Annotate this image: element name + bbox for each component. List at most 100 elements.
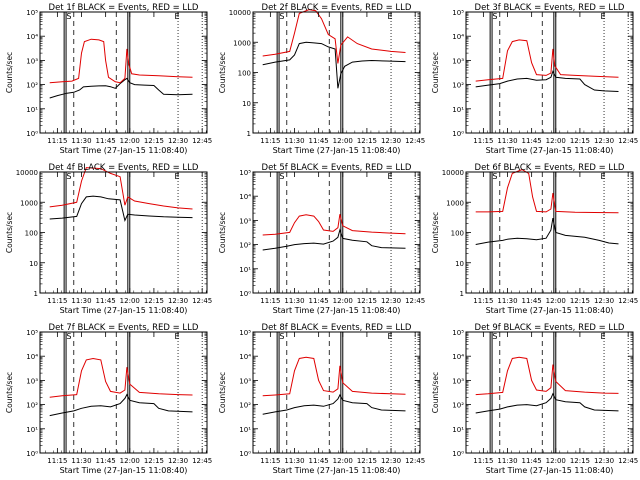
y-tick-label: 10⁰: [26, 450, 38, 458]
x-tick-label: 12:15: [357, 457, 377, 465]
x-tick-label: 12:00: [333, 137, 353, 145]
y-tick-label: 10³: [26, 377, 38, 385]
y-tick-label: 10⁴: [452, 353, 464, 361]
plot-frame: [39, 331, 208, 454]
x-tick-label: 11:30: [71, 137, 91, 145]
x-tick-label: 12:30: [168, 457, 188, 465]
plot-frame: [39, 171, 208, 294]
x-axis-label: Start Time (27-Jan-15 11:08:40): [60, 466, 188, 475]
x-tick-label: 11:45: [96, 457, 116, 465]
x-tick-label: 12:30: [168, 297, 188, 305]
y-tick-label: 10¹: [26, 106, 38, 114]
start-marker-label: S: [279, 12, 284, 21]
y-tick-label: 10⁰: [26, 130, 38, 138]
x-tick-label: 12:00: [546, 137, 566, 145]
y-tick-label: 10¹: [452, 426, 464, 434]
x-tick-label: 12:45: [618, 297, 638, 305]
x-tick-label: 12:45: [405, 297, 425, 305]
series-lld: [475, 39, 619, 82]
x-axis-label: Start Time (27-Jan-15 11:08:40): [486, 466, 614, 475]
start-marker-label: S: [66, 172, 71, 181]
end-marker-label: E: [175, 12, 180, 21]
plot-frame: [252, 331, 421, 454]
panel-title: Det 6f BLACK = Events, RED = LLD: [475, 163, 625, 173]
series-events: [475, 70, 619, 92]
x-tick-label: 12:15: [144, 457, 164, 465]
x-tick-label: 11:15: [473, 457, 493, 465]
y-tick-label: 100: [238, 70, 251, 78]
y-tick-label: 10⁵: [26, 329, 38, 337]
y-tick-label: 1: [460, 290, 464, 298]
x-tick-label: 11:30: [497, 297, 517, 305]
series-lld: [475, 356, 619, 396]
x-tick-label: 12:30: [381, 457, 401, 465]
x-tick-label: 12:00: [120, 137, 140, 145]
x-tick-label: 11:30: [284, 137, 304, 145]
y-tick-label: 10²: [26, 402, 38, 410]
x-tick-label: 12:15: [570, 137, 590, 145]
series-lld: [475, 169, 619, 214]
x-tick-label: 11:45: [96, 137, 116, 145]
y-axis-label: Counts/sec: [218, 52, 227, 93]
x-tick-label: 11:45: [309, 137, 329, 145]
y-axis-label: Counts/sec: [431, 52, 440, 93]
y-tick-label: 10¹: [239, 266, 251, 274]
y-tick-label: 10: [29, 260, 38, 268]
x-tick-label: 11:15: [260, 457, 280, 465]
start-marker-label: S: [492, 12, 497, 21]
y-tick-label: 10³: [26, 57, 38, 65]
y-axis-label: Counts/sec: [5, 52, 14, 93]
y-tick-label: 10³: [452, 57, 464, 65]
panel-title: Det 4f BLACK = Events, RED = LLD: [49, 163, 199, 173]
y-tick-label: 10²: [452, 402, 464, 410]
y-tick-label: 10³: [239, 217, 251, 225]
series-events: [49, 77, 193, 99]
end-marker-label: E: [601, 12, 606, 21]
panel-title: Det 1f BLACK = Events, RED = LLD: [49, 3, 199, 13]
y-tick-label: 10⁴: [26, 33, 38, 41]
y-tick-label: 1000: [20, 199, 38, 207]
x-tick-label: 12:00: [120, 297, 140, 305]
start-marker-label: S: [66, 332, 71, 341]
x-tick-label: 11:30: [284, 457, 304, 465]
x-tick-label: 12:45: [192, 457, 212, 465]
x-tick-label: 11:30: [71, 457, 91, 465]
x-tick-label: 11:15: [260, 297, 280, 305]
x-tick-label: 12:45: [192, 297, 212, 305]
panel-title: Det 3f BLACK = Events, RED = LLD: [475, 3, 625, 13]
y-tick-label: 10⁵: [452, 9, 464, 17]
x-tick-label: 11:45: [522, 137, 542, 145]
panel-title: Det 9f BLACK = Events, RED = LLD: [475, 323, 625, 333]
x-tick-label: 12:30: [381, 297, 401, 305]
y-tick-label: 10⁵: [452, 329, 464, 337]
y-axis-label: Counts/sec: [5, 212, 14, 253]
x-tick-label: 11:15: [260, 137, 280, 145]
x-tick-label: 12:30: [594, 297, 614, 305]
y-axis-label: Counts/sec: [5, 372, 14, 413]
plot-frame: [465, 331, 634, 454]
start-marker-label: S: [492, 332, 497, 341]
x-tick-label: 11:15: [473, 137, 493, 145]
x-tick-label: 12:45: [618, 457, 638, 465]
series-lld: [49, 167, 193, 210]
start-marker-label: S: [492, 172, 497, 181]
start-marker-label: S: [279, 332, 284, 341]
panel-title: Det 7f BLACK = Events, RED = LLD: [49, 323, 199, 333]
x-tick-label: 11:15: [473, 297, 493, 305]
series-events: [262, 228, 406, 251]
series-lld: [49, 38, 193, 84]
x-tick-label: 11:30: [497, 457, 517, 465]
x-axis-label: Start Time (27-Jan-15 11:08:40): [60, 146, 188, 155]
x-axis-label: Start Time (27-Jan-15 11:08:40): [486, 306, 614, 315]
y-tick-label: 10⁴: [239, 193, 251, 201]
y-tick-label: 10¹: [452, 106, 464, 114]
y-tick-label: 10⁵: [26, 9, 38, 17]
series-events: [262, 41, 406, 89]
x-tick-label: 12:45: [405, 457, 425, 465]
y-axis-label: Counts/sec: [218, 372, 227, 413]
series-lld: [49, 357, 193, 398]
x-tick-label: 12:00: [120, 457, 140, 465]
